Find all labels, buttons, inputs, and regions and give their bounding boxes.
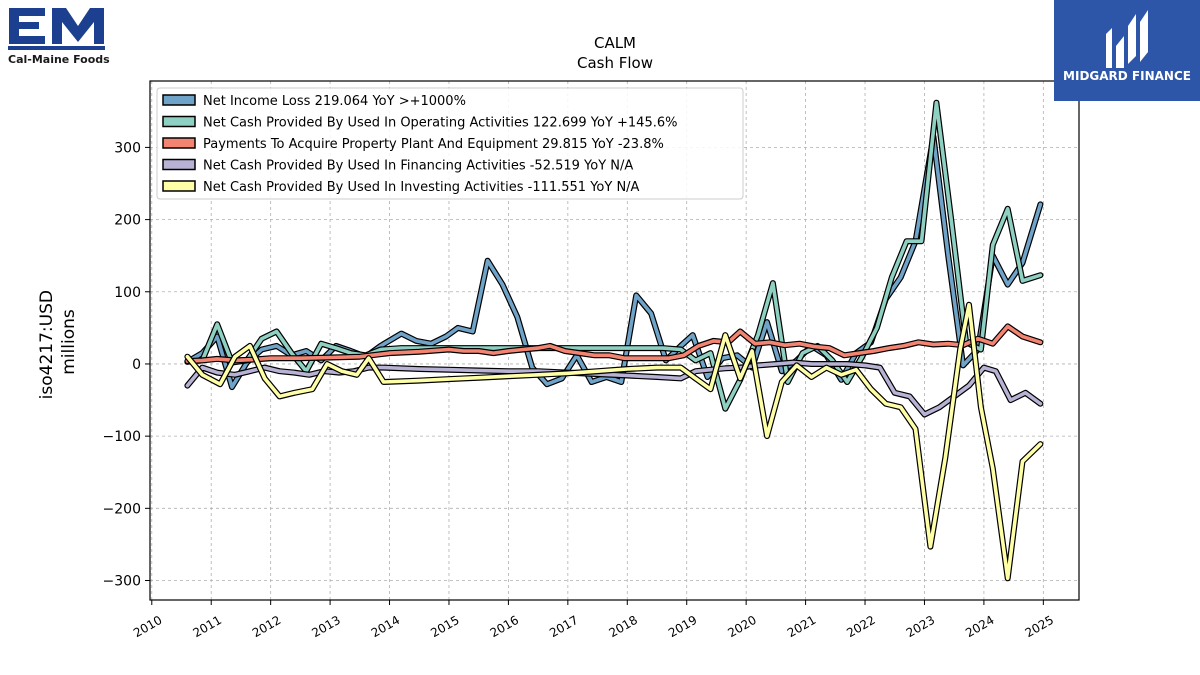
y-tick-label: 0 [132,357,141,373]
legend: Net Income Loss 219.064 YoY >+1000% Net C… [156,87,744,200]
x-tick-label: 2022 [844,613,877,640]
cal-maine-logo: Cal-Maine Foods [8,6,118,66]
y-tick-label: −300 [103,574,141,590]
legend-label: Net Cash Provided By Used In Operating A… [203,116,677,131]
midgard-finance-logo-text: MIDGARD FINANCE [1063,69,1191,83]
series-2 [184,99,1044,412]
legend-swatch [162,94,196,106]
x-tick-label: 2016 [488,613,521,640]
legend-label: Net Income Loss 219.064 YoY >+1000% [203,94,466,109]
legend-label: Payments To Acquire Property Plant And E… [203,137,664,152]
x-axis: 2010 2011 2012 2013 2014 2015 2016 2017 2018 2019… [131,600,1056,640]
series-3 [184,323,1044,365]
x-tick-label: 2013 [309,613,342,640]
legend-label: Net Cash Provided By Used In Investing A… [203,180,640,195]
x-tick-label: 2020 [725,613,758,640]
x-tick-label: 2014 [369,613,402,640]
legend-item: Net Income Loss 219.064 YoY >+1000% [162,94,466,109]
series-1 [184,133,1044,391]
y-tick-label: −100 [103,429,141,445]
series-3-line [185,324,1043,363]
x-tick-label: 2019 [666,613,699,640]
series-5 [184,301,1044,582]
series-5-line [185,303,1043,581]
chart-subtitle: Cash Flow [577,54,653,72]
series-4-line [185,360,1043,417]
legend-item: Payments To Acquire Property Plant And E… [162,137,664,152]
y-axis-label: iso4217:USD millions [37,285,79,400]
legend-swatch [162,158,196,171]
cal-maine-logo-text: Cal-Maine Foods [8,53,110,66]
series-lines [184,99,1044,582]
legend-swatch [162,180,196,192]
x-tick-label: 2010 [131,613,164,640]
legend-item: Net Cash Provided By Used In Operating A… [162,115,677,131]
x-tick-label: 2025 [1023,613,1056,640]
legend-item: Net Cash Provided By Used In Financing A… [162,158,633,174]
series-4 [184,359,1044,418]
series-1-line [185,134,1043,389]
x-tick-label: 2012 [250,613,283,640]
x-tick-label: 2023 [904,613,937,640]
x-tick-label: 2024 [963,613,996,640]
x-tick-label: 2018 [607,613,640,640]
cal-maine-logo-mark: Cal-Maine Foods [8,8,110,66]
y-tick-label: 300 [114,140,141,156]
series-2-line [185,100,1043,411]
y-tick-label: 200 [114,213,141,229]
legend-item: Net Cash Provided By Used In Investing A… [162,180,640,195]
y-axis-label-line1: iso4217:USD [37,290,57,399]
legend-swatch [162,137,196,149]
x-tick-label: 2017 [547,613,580,640]
legend-swatch [162,115,196,128]
y-axis-label-line2: millions [59,309,79,375]
y-tick-label: 100 [114,285,141,301]
y-axis: −300 −200 −100 0 100 200 300 [103,140,150,590]
plot-frame [149,80,1080,601]
y-tick-label: −200 [103,501,141,517]
x-tick-label: 2015 [428,613,461,640]
legend-box [156,87,744,200]
midgard-finance-logo-mark: MIDGARD FINANCE [1054,0,1200,101]
x-tick-label: 2021 [785,613,818,640]
legend-label: Net Cash Provided By Used In Financing A… [203,159,633,174]
x-tick-label: 2011 [190,613,223,640]
chart-title: CALM [594,34,636,52]
midgard-finance-logo: MIDGARD FINANCE [1054,0,1200,101]
